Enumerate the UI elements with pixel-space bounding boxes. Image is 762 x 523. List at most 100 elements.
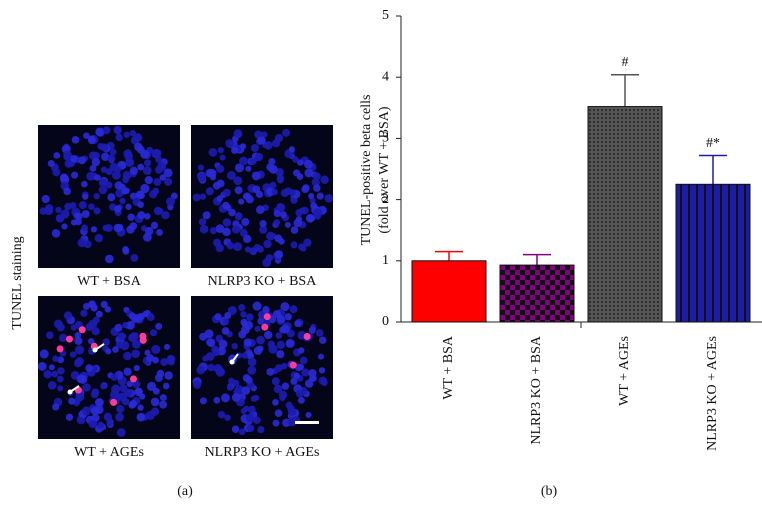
cell-nucleus: [105, 181, 113, 189]
cell-nucleus: [126, 380, 133, 388]
cell-nucleus: [88, 300, 96, 308]
cell-nucleus: [123, 149, 132, 158]
cell-nucleus: [295, 389, 304, 398]
x-tick-label: WT + BSA: [441, 335, 456, 400]
tunel-cell: [56, 345, 64, 353]
cell-nucleus: [224, 414, 231, 421]
panel-label: (b): [541, 484, 558, 499]
cell-nucleus: [102, 338, 110, 346]
cell-nucleus: [81, 406, 91, 416]
cell-nucleus: [304, 159, 313, 169]
cell-nucleus: [213, 238, 222, 247]
cell-nucleus: [215, 367, 225, 376]
cell-nucleus: [129, 400, 138, 408]
cell-nucleus: [100, 143, 109, 152]
cell-nucleus: [226, 170, 236, 180]
tunel-cell: [261, 323, 269, 331]
micrograph: [38, 125, 180, 268]
cell-nucleus: [82, 302, 90, 310]
cell-nucleus: [280, 189, 289, 197]
cell-nucleus: [252, 301, 262, 311]
cell-nucleus: [91, 157, 101, 167]
cell-nucleus: [197, 164, 205, 171]
cell-nucleus: [271, 377, 280, 386]
cell-nucleus: [300, 245, 307, 252]
cell-nucleus: [90, 226, 98, 233]
cell-nucleus: [255, 205, 265, 215]
cell-nucleus: [276, 202, 284, 211]
cell-nucleus: [114, 323, 123, 332]
cell-nucleus: [45, 331, 54, 340]
cell-nucleus: [130, 136, 140, 145]
cell-nucleus: [133, 364, 140, 372]
x-tick-label: NLRP3 KO + BSA: [529, 335, 544, 445]
cell-nucleus: [81, 210, 90, 218]
cell-nucleus: [311, 178, 320, 187]
micrograph: [191, 125, 334, 268]
cell-nucleus: [68, 397, 76, 405]
cell-nucleus: [224, 311, 232, 319]
cell-nucleus: [264, 330, 273, 340]
x-tick-label: WT + AGEs: [617, 336, 632, 406]
cell-nucleus: [245, 165, 252, 172]
cell-nucleus: [85, 364, 93, 372]
cell-nucleus: [144, 213, 151, 220]
cell-nucleus: [73, 212, 80, 219]
bar: [675, 183, 751, 323]
cell-nucleus: [146, 381, 157, 391]
cell-nucleus: [92, 151, 100, 160]
cell-nucleus: [240, 318, 248, 326]
cell-nucleus: [222, 218, 232, 227]
cell-nucleus: [129, 166, 138, 175]
cell-nucleus: [71, 136, 80, 144]
y-axis-label: (fold over WT + BSA): [377, 106, 392, 233]
cell-nucleus: [245, 376, 253, 384]
cell-nucleus: [115, 412, 124, 422]
cell-nucleus: [98, 185, 108, 195]
cell-nucleus: [137, 312, 145, 321]
cell-nucleus: [136, 412, 146, 422]
cell-nucleus: [53, 152, 61, 159]
cell-nucleus: [114, 181, 124, 190]
cell-nucleus: [58, 333, 68, 343]
cell-nucleus: [231, 342, 238, 350]
cell-nucleus: [198, 218, 207, 226]
cell-nucleus: [52, 355, 59, 362]
cell-nucleus: [94, 174, 101, 181]
cell-nucleus: [234, 186, 243, 195]
tunel-cell: [110, 398, 118, 406]
significance-label: #: [622, 55, 629, 70]
cell-nucleus: [65, 413, 74, 421]
cell-nucleus: [120, 340, 130, 351]
cell-nucleus: [257, 136, 266, 145]
cell-nucleus: [279, 211, 287, 218]
cell-nucleus: [131, 349, 141, 359]
cell-nucleus: [47, 381, 57, 390]
cell-nucleus: [155, 322, 163, 330]
cell-nucleus: [276, 340, 285, 349]
cell-nucleus: [82, 193, 89, 200]
cell-nucleus: [110, 373, 118, 381]
cell-nucleus: [245, 313, 254, 321]
cell-nucleus: [297, 396, 305, 404]
cell-nucleus: [279, 394, 286, 402]
cell-nucleus: [144, 349, 151, 356]
cell-nucleus: [239, 229, 248, 237]
cell-nucleus: [199, 193, 207, 200]
micrograph: [191, 296, 333, 439]
cell-nucleus: [274, 133, 284, 143]
cell-nucleus: [57, 385, 64, 392]
cell-nucleus: [37, 361, 47, 371]
cell-nucleus: [299, 356, 308, 365]
cell-nucleus: [88, 419, 97, 429]
cell-nucleus: [269, 181, 277, 189]
cell-nucleus: [151, 344, 161, 355]
cell-nucleus: [205, 187, 214, 196]
cell-nucleus: [137, 201, 144, 208]
cell-nucleus: [122, 321, 129, 329]
cell-nucleus: [74, 331, 82, 339]
image-caption: WT + AGEs: [74, 445, 144, 460]
cell-nucleus: [228, 208, 236, 217]
cell-nucleus: [211, 345, 220, 354]
cell-nucleus: [288, 189, 296, 197]
